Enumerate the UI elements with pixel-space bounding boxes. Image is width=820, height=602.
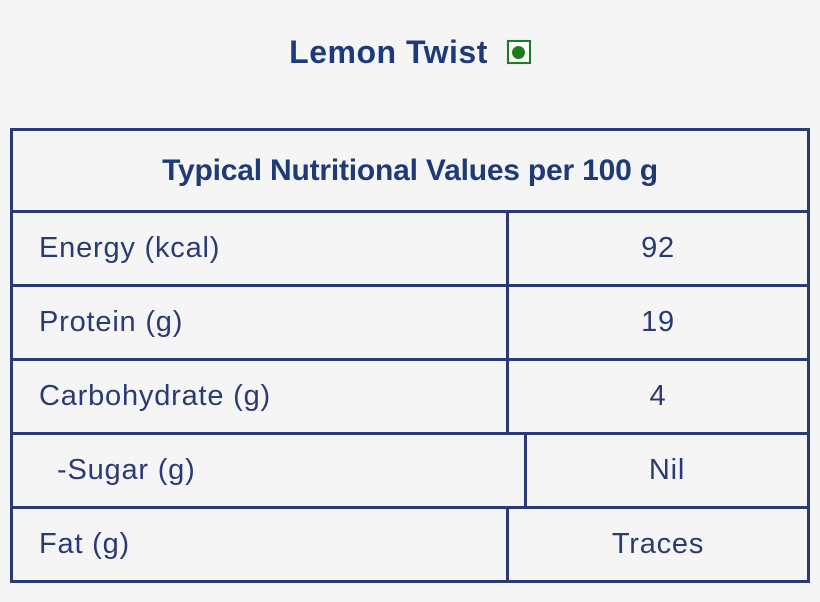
table-row-sugar: -Sugar (g) Nil xyxy=(13,435,807,509)
row-value: 92 xyxy=(641,232,675,264)
table-row-protein: Protein (g) 19 xyxy=(13,287,807,361)
table-row-fat: Fat (g) Traces xyxy=(13,509,807,580)
table-header: Typical Nutritional Values per 100 g xyxy=(13,131,807,213)
row-value: Traces xyxy=(611,528,705,560)
row-label: Fat (g) xyxy=(13,509,509,580)
row-label: Energy (kcal) xyxy=(13,213,509,284)
row-label: Protein (g) xyxy=(13,287,509,358)
table-row-energy: Energy (kcal) 92 xyxy=(13,213,807,287)
product-title: Lemon Twist xyxy=(289,33,488,70)
row-value: 19 xyxy=(641,306,675,338)
vegetarian-dot-icon xyxy=(512,45,526,59)
row-value: 4 xyxy=(649,380,667,412)
row-label: -Sugar (g) xyxy=(13,435,527,506)
vegetarian-mark-icon xyxy=(506,40,531,64)
table-row-carbohydrate: Carbohydrate (g) 4 xyxy=(13,361,807,435)
nutrition-table: Typical Nutritional Values per 100 g Ene… xyxy=(10,128,810,583)
row-label: Carbohydrate (g) xyxy=(13,361,509,432)
row-value: Nil xyxy=(648,454,686,486)
title-row: Lemon Twist xyxy=(0,0,820,71)
